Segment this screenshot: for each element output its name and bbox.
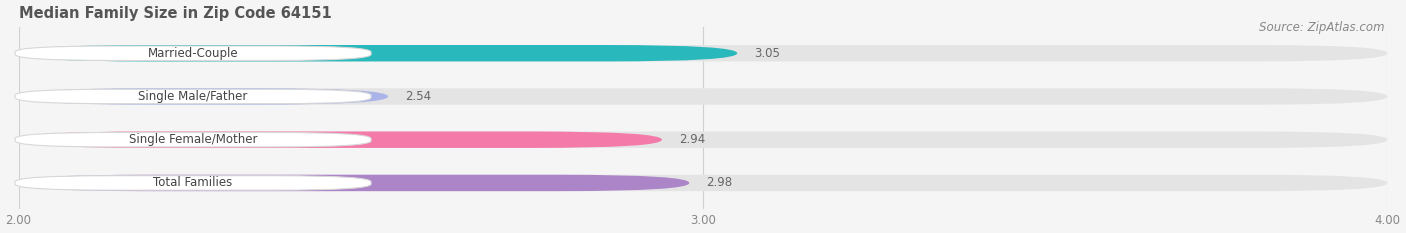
FancyBboxPatch shape	[18, 131, 1388, 148]
Text: 2.98: 2.98	[706, 176, 733, 189]
FancyBboxPatch shape	[18, 88, 1388, 105]
FancyBboxPatch shape	[15, 89, 371, 104]
Text: Single Male/Father: Single Male/Father	[138, 90, 247, 103]
Text: 2.54: 2.54	[405, 90, 432, 103]
Text: Single Female/Mother: Single Female/Mother	[129, 133, 257, 146]
FancyBboxPatch shape	[18, 45, 1388, 62]
FancyBboxPatch shape	[18, 88, 388, 105]
Text: 2.94: 2.94	[679, 133, 706, 146]
FancyBboxPatch shape	[18, 175, 689, 191]
Text: Source: ZipAtlas.com: Source: ZipAtlas.com	[1260, 21, 1385, 34]
FancyBboxPatch shape	[18, 175, 1388, 191]
Text: 3.05: 3.05	[755, 47, 780, 60]
Text: Married-Couple: Married-Couple	[148, 47, 239, 60]
Text: Total Families: Total Families	[153, 176, 233, 189]
Text: Median Family Size in Zip Code 64151: Median Family Size in Zip Code 64151	[18, 6, 332, 21]
FancyBboxPatch shape	[15, 46, 371, 60]
FancyBboxPatch shape	[18, 45, 737, 62]
FancyBboxPatch shape	[18, 131, 662, 148]
FancyBboxPatch shape	[15, 176, 371, 190]
FancyBboxPatch shape	[15, 133, 371, 147]
